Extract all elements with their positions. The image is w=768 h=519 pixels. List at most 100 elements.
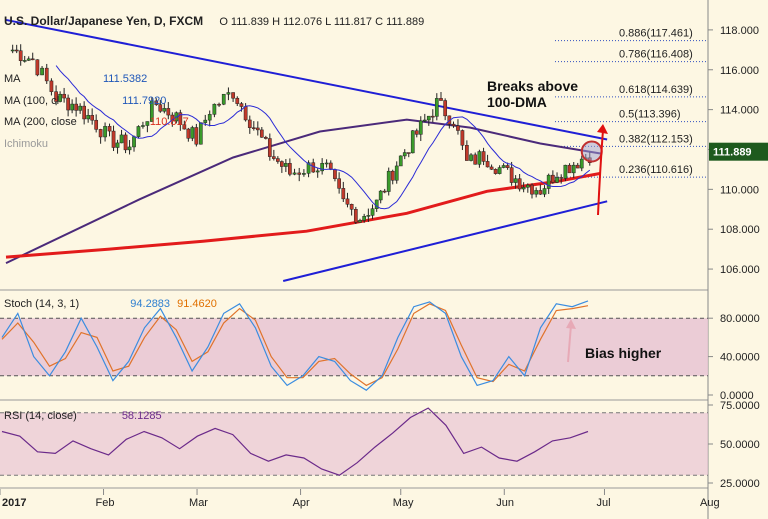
rsi-y-tick-label: 75.0000 <box>720 400 760 412</box>
candle-body <box>513 178 518 183</box>
candle-body <box>430 115 435 118</box>
candle-body <box>489 166 494 170</box>
candle-body <box>559 177 564 179</box>
candle-body <box>194 127 199 145</box>
candle-body <box>14 49 19 52</box>
ma100-legend[interactable]: MA (100, cl 111.7920 <box>4 95 167 107</box>
candle-body <box>434 98 439 117</box>
chart-title-row: U.S. Dollar/Japanese Yen, D, FXCM O 111.… <box>4 14 424 28</box>
candle-body <box>414 130 419 135</box>
candle-body <box>217 103 221 106</box>
candle-body <box>10 49 15 52</box>
candle-body <box>162 108 167 112</box>
candle-body <box>422 119 427 122</box>
candle-body <box>74 103 78 111</box>
x-tick-label: Jun <box>496 497 514 509</box>
y-tick-label: 108.000 <box>720 224 760 236</box>
candle-body <box>497 167 502 174</box>
stoch-legend[interactable]: Stoch (14, 3, 1) 94.2883 91.4620 <box>4 298 217 310</box>
candle-body <box>439 98 443 101</box>
candle-body <box>70 103 74 111</box>
candle-body <box>212 103 217 115</box>
candle-body <box>297 172 302 175</box>
x-tick-label: May <box>393 497 414 509</box>
candle-body <box>477 151 482 165</box>
candle-body <box>190 127 195 139</box>
candle-body <box>22 60 27 62</box>
stoch-y-tick-label: 0.0000 <box>720 390 754 402</box>
y-tick-label: 118.000 <box>720 25 759 37</box>
last-price-tag <box>709 142 768 161</box>
chart-title: U.S. Dollar/Japanese Yen, D, FXCM <box>4 14 204 28</box>
candle-body <box>207 114 212 121</box>
candle-body <box>333 169 337 179</box>
candle-body <box>35 59 40 76</box>
candle-body <box>275 158 280 162</box>
candle-body <box>267 138 272 157</box>
fib-level-label: 0.5(113.396) <box>619 109 681 121</box>
candle-body <box>158 104 163 112</box>
ma100-value: 111.7920 <box>122 95 167 107</box>
candle-body <box>115 142 120 148</box>
fib-level-label: 0.786(116.408) <box>619 49 693 61</box>
ohlc-readout: O 111.839 H 112.076 L 111.817 C 111.889 <box>219 16 425 28</box>
candle-body <box>94 119 99 130</box>
ma200-line <box>5 171 601 259</box>
x-tick-label: 2017 <box>2 497 26 509</box>
candle-body <box>460 130 465 146</box>
candle-body <box>324 162 329 165</box>
stoch-k-value: 94.2883 <box>130 298 171 310</box>
ma200-value: 110.817 <box>149 116 189 128</box>
candle-body <box>166 108 171 116</box>
candle-body <box>501 165 506 168</box>
last-price-label: 111.889 <box>713 147 752 159</box>
candle-body <box>127 146 132 151</box>
candle-body <box>239 103 244 107</box>
candle-body <box>538 190 543 195</box>
candle-body <box>78 105 82 111</box>
candle-body <box>111 130 116 148</box>
ichimoku-legend[interactable]: Ichimoku <box>4 138 49 150</box>
candle-body <box>473 154 478 165</box>
candle-body <box>402 152 407 157</box>
candle-body <box>247 119 252 128</box>
ma200-legend[interactable]: MA (200, close 110.817 <box>4 116 189 128</box>
candle-body <box>288 163 292 175</box>
candle-body <box>221 93 226 105</box>
x-tick-label: Feb <box>96 497 115 509</box>
ma50-legend[interactable]: MA 111.5382 <box>4 73 148 85</box>
candle-body <box>530 184 534 195</box>
candle-body <box>320 163 325 172</box>
candle-body <box>465 145 469 161</box>
rsi-y-tick-label: 50.0000 <box>720 439 760 451</box>
stoch-y-tick-label: 80.0000 <box>720 313 760 325</box>
rsi-legend[interactable]: RSI (14, close) 58.1285 <box>4 410 162 422</box>
candle-body <box>418 120 423 135</box>
candle-body <box>390 170 395 181</box>
fib-level-label: 0.382(112.153) <box>619 133 693 145</box>
candle-body <box>40 67 44 76</box>
stoch-k-line <box>1 300 589 391</box>
candle-body <box>378 190 383 201</box>
y-tick-label: 106.000 <box>720 264 760 276</box>
candle-body <box>243 106 248 121</box>
candle-body <box>284 163 288 167</box>
candle-body <box>62 93 66 99</box>
breakout-highlight-circle <box>580 140 603 163</box>
candle-body <box>123 134 128 151</box>
candle-body <box>571 164 576 174</box>
candle-body <box>505 165 510 168</box>
y-tick-label: 114.000 <box>720 105 759 117</box>
candle-body <box>370 208 375 216</box>
candle-body <box>98 129 103 138</box>
fib-level-label: 0.236(110.616) <box>619 164 693 176</box>
candle-body <box>555 177 559 183</box>
candle-body <box>280 161 284 167</box>
candle-body <box>82 105 86 120</box>
candle-body <box>567 164 572 174</box>
upward-arrow-main <box>597 129 604 216</box>
x-tick-label: Mar <box>189 497 208 509</box>
breaks-annotation: Breaks above 100-DMA <box>487 78 579 110</box>
ma50-value: 111.5382 <box>102 73 148 85</box>
